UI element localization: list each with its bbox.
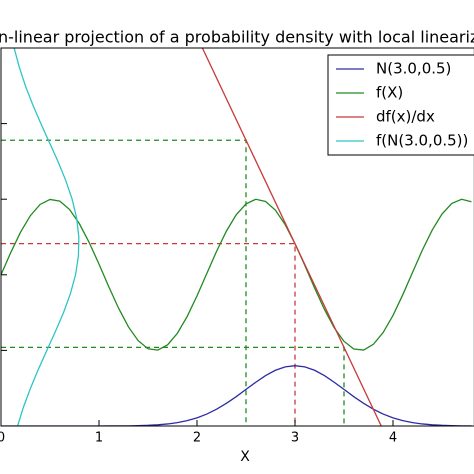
x-tick-label: 1 bbox=[95, 431, 103, 446]
x-tick-label: 3 bbox=[291, 431, 299, 446]
series-line bbox=[1, 198, 472, 351]
axes-frame bbox=[0, 47, 474, 427]
x-tick-label: 0 bbox=[0, 431, 5, 446]
x-axis-label: X bbox=[240, 449, 250, 465]
guide-line bbox=[1, 243, 296, 426]
legend-label: N(3.0,0.5) bbox=[376, 60, 451, 78]
series-line bbox=[1, 365, 472, 426]
legend-label: f(N(3.0,0.5)) bbox=[376, 132, 468, 150]
plot-area bbox=[1, 48, 472, 426]
guide-line bbox=[1, 139, 247, 426]
x-tick-label: 4 bbox=[389, 431, 397, 446]
legend-label: df(x)/dx bbox=[376, 108, 435, 126]
x-tick-label: 2 bbox=[193, 431, 201, 446]
legend-label: f(X) bbox=[376, 84, 403, 102]
series-line bbox=[13, 48, 80, 426]
legend-box bbox=[327, 54, 474, 156]
guide-line bbox=[1, 346, 345, 426]
series-line bbox=[201, 48, 382, 426]
chart-title: n-linear projection of a probability den… bbox=[0, 28, 474, 47]
